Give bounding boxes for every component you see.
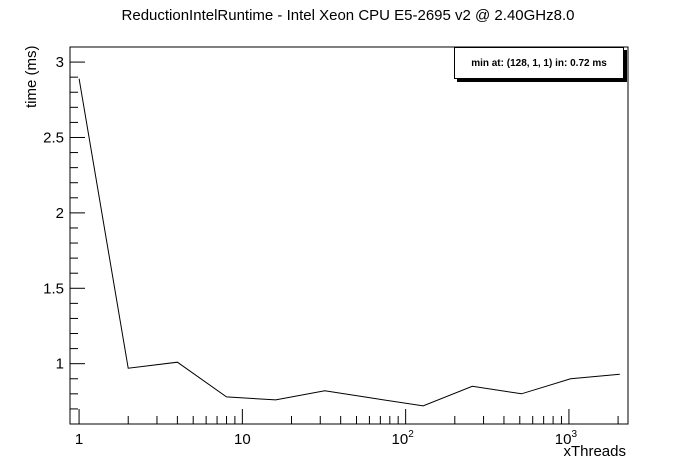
x-tick-label: 1 <box>75 431 83 448</box>
y-tick-label: 3 <box>56 54 64 71</box>
chart-title: ReductionIntelRuntime - Intel Xeon CPU E… <box>121 7 575 24</box>
y-axis-label: time (ms) <box>23 45 40 109</box>
stats-text: min at: (128, 1, 1) in: 0.72 ms <box>471 57 607 69</box>
x-axis-label: xThreads <box>563 443 626 460</box>
y-tick-label: 2.5 <box>43 129 64 146</box>
x-axis: 1 10 102 103 <box>75 409 619 448</box>
series-line <box>78 78 620 407</box>
y-axis: 1 1.5 2 2.5 3 <box>43 46 85 425</box>
x-tick-label: 10 <box>234 431 251 448</box>
y-tick-label: 2 <box>56 205 64 222</box>
y-tick-label: 1 <box>56 356 64 373</box>
plot-frame <box>69 46 629 425</box>
x-tick-label: 102 <box>392 429 415 448</box>
stats-box: min at: (128, 1, 1) in: 0.72 ms <box>454 47 624 79</box>
y-tick-label: 1.5 <box>43 280 64 297</box>
